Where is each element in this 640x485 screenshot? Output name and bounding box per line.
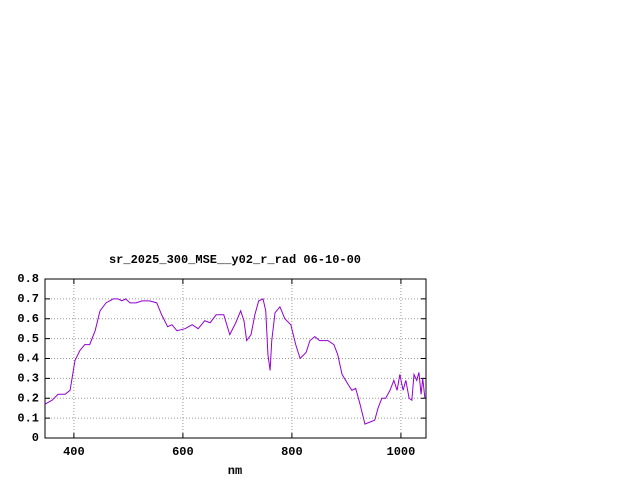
chart-title: sr_2025_300_MSE__y02_r_rad 06-10-00	[109, 253, 361, 267]
y-tick-label: 0.7	[17, 292, 39, 306]
y-tick-label: 0	[32, 431, 39, 445]
x-tick-label: 800	[281, 445, 303, 459]
y-tick-label: 0.2	[17, 391, 39, 405]
y-tick-label: 0.1	[17, 411, 39, 425]
y-tick-label: 0.4	[17, 352, 39, 366]
x-tick-label: 600	[172, 445, 194, 459]
y-tick-label: 0.3	[17, 372, 39, 386]
y-tick-label: 0.6	[17, 312, 39, 326]
y-tick-label: 0.8	[17, 272, 39, 286]
x-tick-label: 1000	[387, 445, 416, 459]
x-axis-label: nm	[228, 464, 242, 478]
data-line	[44, 298, 426, 425]
x-tick-label: 400	[63, 445, 85, 459]
y-tick-label: 0.5	[17, 332, 39, 346]
